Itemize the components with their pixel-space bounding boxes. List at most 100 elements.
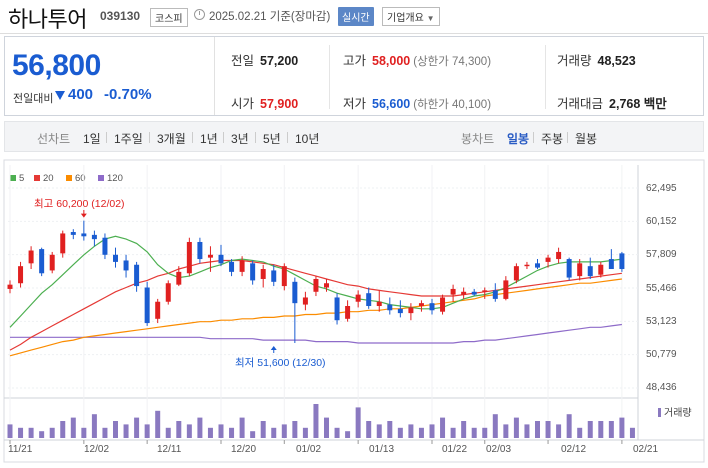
volume-bar [608,421,614,438]
candle-body [397,308,403,314]
tab-3y[interactable]: 3년 [231,132,249,146]
tab-10y[interactable]: 10년 [295,132,320,146]
chart-frame [3,159,705,463]
candle-body [39,249,45,274]
y-tick-label: 62,495 [646,183,677,194]
x-tick-label: 01/02 [296,444,322,455]
candle-body [81,233,87,237]
candle-body [271,270,277,282]
high-annotation: 최고 60,200 (12/02) [34,198,125,210]
tab-1w[interactable]: 1주일 [114,132,143,146]
volume-bar [461,421,467,438]
candle-body [197,241,203,260]
legend-ma5: 5 [10,173,24,184]
volume-bar [429,424,435,438]
volume-bar [366,421,372,438]
tab-separator [223,132,224,143]
volume-bar [577,427,583,438]
volume-bar [397,427,403,438]
candle-body [376,301,382,307]
tab-5y[interactable]: 5년 [263,132,281,146]
volume-bar [70,417,76,438]
y-tick-label: 57,809 [646,249,677,260]
volume-bar [186,424,192,438]
candle-body [176,271,182,285]
volume-bar [302,427,308,438]
open-price: 시가 57,900 [231,93,298,112]
tab-1y[interactable]: 1년 [200,132,218,146]
candle-body [566,259,572,278]
x-tick-label: 12/11 [157,444,182,455]
tab-daily[interactable]: 일봉 [507,132,530,146]
stock-code: 039130 [100,9,141,23]
company-overview-button[interactable]: 기업개요 ▼ [382,7,440,26]
volume-bar [566,414,572,438]
high-value: 58,000 [372,54,411,68]
line-chart-label: 선차트 [37,132,71,146]
ma120-line [10,323,622,344]
candle-body [513,266,519,281]
candle-body [123,260,129,271]
current-price-panel: 56,800 전일대비 400 -0.70% [5,37,215,115]
candle-body [619,253,625,270]
volume-bar [598,421,604,438]
candle-body [503,280,509,299]
candle-body [598,264,604,275]
volume-bar [334,427,340,438]
volume-bar [629,427,635,438]
volume-bar [587,421,593,438]
lower-limit: (하한가 40,100) [413,99,492,111]
volume-bar [49,427,55,438]
clock-icon [194,9,205,20]
candle-body [608,259,614,270]
tab-monthly[interactable]: 월봉 [575,132,598,146]
volume-bar [18,427,24,438]
volume-bar [113,421,118,438]
amount-label: 거래대금 [557,97,604,111]
candle-body [366,293,372,307]
open-value: 57,900 [260,97,299,111]
volume-bar [60,421,66,438]
legend-ma120: 120 [98,173,123,184]
tab-1d[interactable]: 1일 [83,132,101,146]
volume-bar [7,424,13,438]
open-label: 시가 [231,97,255,111]
ma60-line [9,278,622,357]
volume-bar [250,431,256,438]
high-arrow-head [80,213,87,218]
candle-body [334,297,340,321]
y-tick-label: 50,779 [646,349,677,360]
volume-bar [229,427,235,438]
low-arrow-head [270,345,277,350]
volume-bar [91,414,97,438]
candle-body [260,269,266,279]
realtime-button[interactable]: 실시간 [338,7,374,26]
x-tick-label: 12/20 [231,444,257,455]
legend-ma60-label: 60 [75,173,86,184]
tab-3m[interactable]: 3개월 [157,132,186,146]
candle-chart-label: 봉차트 [461,132,495,146]
prev-close-value: 57,200 [260,54,299,68]
candle-body [345,306,351,319]
legend-ma20: 20 [34,173,54,184]
candle-body [70,232,76,235]
candle-body [302,297,308,305]
volume-bar [345,431,351,438]
candle-body [7,284,13,289]
candle-body [144,287,150,324]
legend-ma5-label: 5 [19,173,25,184]
legend-swatch [34,175,40,182]
volume-label: 거래량 [557,54,592,68]
candle-body [556,251,562,260]
tab-separator [149,132,150,143]
x-tick-label: 02/12 [561,444,587,455]
tab-separator [255,132,256,143]
candle-body [91,234,97,240]
volume-bar [176,421,182,438]
tab-weekly[interactable]: 주봉 [541,132,564,146]
divider [545,45,546,109]
stock-header: 하나투어 039130 코스피 2025.02.21 기준(장마감) 실시간 기… [0,0,708,32]
low-annotation: 최저 51,600 (12/30) [235,357,326,369]
volume-swatch [658,408,661,417]
